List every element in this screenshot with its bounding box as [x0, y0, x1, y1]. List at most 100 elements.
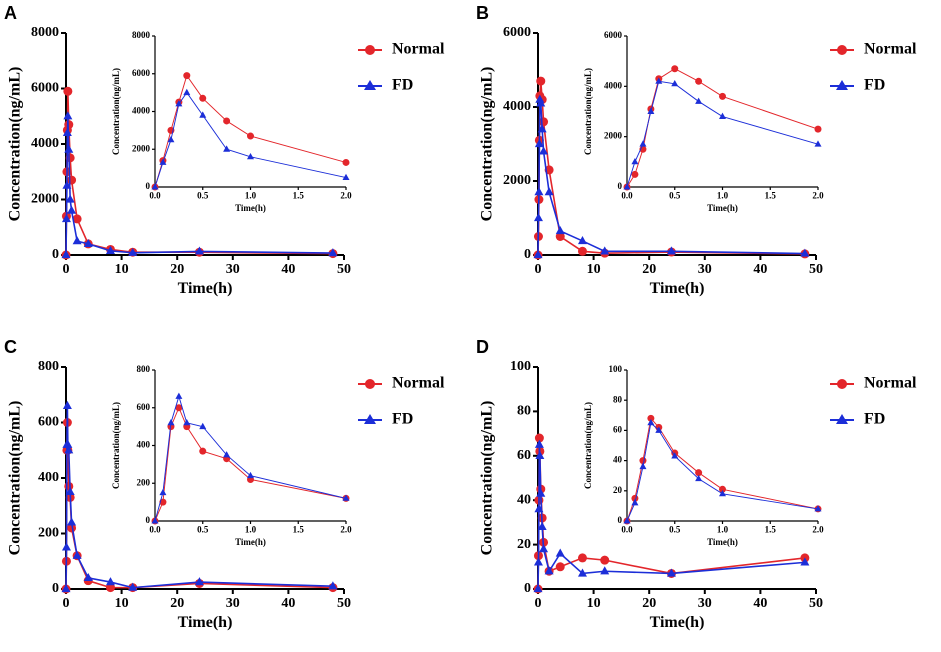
- y-tick-label: 4000: [31, 136, 59, 151]
- marker: [199, 447, 207, 455]
- marker: [600, 566, 610, 575]
- marker: [600, 246, 610, 255]
- y-tick-label: 20: [613, 485, 623, 495]
- marker: [342, 158, 350, 166]
- marker: [719, 485, 726, 493]
- marker: [328, 248, 338, 257]
- marker: [175, 100, 183, 107]
- series-line: [154, 394, 347, 522]
- marker: [666, 246, 676, 255]
- y-tick-label: 6000: [31, 81, 59, 96]
- marker: [64, 144, 74, 153]
- marker: [577, 246, 587, 256]
- y-tick-label: 4000: [503, 99, 531, 114]
- legend-label: FD: [864, 411, 885, 428]
- marker: [63, 86, 73, 96]
- marker: [223, 451, 231, 458]
- y-tick-label: 2000: [132, 143, 151, 153]
- marker: [159, 488, 167, 496]
- x-tick-label: 1.5: [293, 524, 305, 534]
- x-tick-label: 10: [587, 262, 601, 277]
- marker: [533, 557, 543, 566]
- marker: [555, 226, 565, 235]
- y-tick-label: 80: [613, 394, 623, 404]
- marker: [247, 132, 254, 140]
- marker: [175, 404, 183, 412]
- marker: [544, 187, 554, 196]
- legend-label: Normal: [864, 375, 917, 392]
- legend-label: Normal: [864, 41, 917, 58]
- marker: [695, 469, 703, 477]
- marker: [535, 94, 545, 103]
- marker: [534, 139, 544, 148]
- marker: [128, 582, 138, 591]
- marker: [535, 450, 545, 459]
- marker: [719, 112, 726, 119]
- marker: [67, 523, 77, 533]
- marker: [655, 77, 663, 84]
- x-axis-label: Time(h): [650, 280, 705, 297]
- y-tick-label: 0: [146, 515, 151, 525]
- marker: [719, 92, 726, 100]
- marker: [814, 125, 822, 133]
- y-tick-label: 200: [137, 477, 151, 487]
- series-line: [65, 91, 333, 256]
- marker: [342, 494, 350, 501]
- legend-marker: [836, 414, 848, 424]
- series-line: [154, 91, 347, 188]
- marker: [199, 422, 207, 430]
- legend-marker: [365, 379, 375, 389]
- y-tick-label: 80: [517, 404, 531, 419]
- marker: [800, 557, 810, 566]
- marker: [83, 238, 93, 248]
- marker: [695, 77, 703, 85]
- marker: [623, 517, 631, 524]
- marker: [631, 170, 639, 178]
- x-tick-label: 1.5: [765, 190, 777, 200]
- x-tick-label: 10: [115, 262, 129, 277]
- marker: [537, 521, 547, 530]
- series-line: [626, 417, 819, 522]
- x-axis-label: Time(h): [707, 537, 738, 547]
- marker: [183, 72, 191, 80]
- y-axis-label: Concentration(ng/mL): [479, 401, 496, 556]
- panel-label: D: [476, 337, 489, 357]
- x-tick-label: 0: [535, 262, 542, 277]
- x-tick-label: 30: [698, 596, 712, 611]
- x-tick-label: 20: [642, 596, 656, 611]
- x-axis-label: Time(h): [235, 537, 266, 547]
- x-tick-label: 30: [698, 262, 712, 277]
- y-tick-label: 100: [609, 364, 623, 374]
- marker: [623, 183, 631, 190]
- marker: [533, 213, 543, 222]
- marker: [61, 250, 71, 259]
- x-tick-label: 40: [281, 596, 295, 611]
- marker: [533, 584, 543, 593]
- series-line: [537, 444, 805, 590]
- marker: [64, 445, 74, 454]
- marker: [223, 145, 231, 152]
- marker: [194, 577, 204, 586]
- y-tick-label: 2000: [604, 131, 623, 141]
- legend-marker: [364, 80, 376, 90]
- y-tick-label: 6000: [132, 68, 151, 78]
- y-tick-label: 200: [38, 526, 59, 541]
- x-tick-label: 20: [170, 262, 184, 277]
- legend-label: Normal: [392, 375, 445, 392]
- marker: [128, 247, 138, 256]
- x-axis-label: Time(h): [178, 280, 233, 297]
- x-tick-label: 50: [809, 596, 823, 611]
- x-tick-label: 2.0: [812, 524, 824, 534]
- marker: [223, 117, 231, 125]
- x-tick-label: 0.0: [621, 524, 633, 534]
- y-axis-label: Concentration(ng/mL): [583, 68, 593, 155]
- marker: [577, 568, 587, 577]
- x-tick-label: 1.5: [765, 524, 777, 534]
- marker: [105, 245, 115, 254]
- y-tick-label: 6000: [503, 25, 531, 40]
- y-tick-label: 60: [613, 424, 623, 434]
- marker: [536, 488, 546, 497]
- marker: [631, 157, 639, 165]
- y-tick-label: 0: [524, 247, 531, 262]
- marker: [814, 140, 822, 147]
